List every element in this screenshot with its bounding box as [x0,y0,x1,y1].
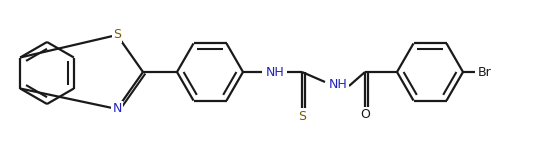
Text: S: S [298,110,306,122]
Text: O: O [360,109,370,122]
Text: NH: NH [329,78,347,90]
Text: NH: NH [265,66,284,78]
Text: S: S [113,29,121,41]
Text: Br: Br [478,66,492,78]
Text: N: N [112,102,122,115]
